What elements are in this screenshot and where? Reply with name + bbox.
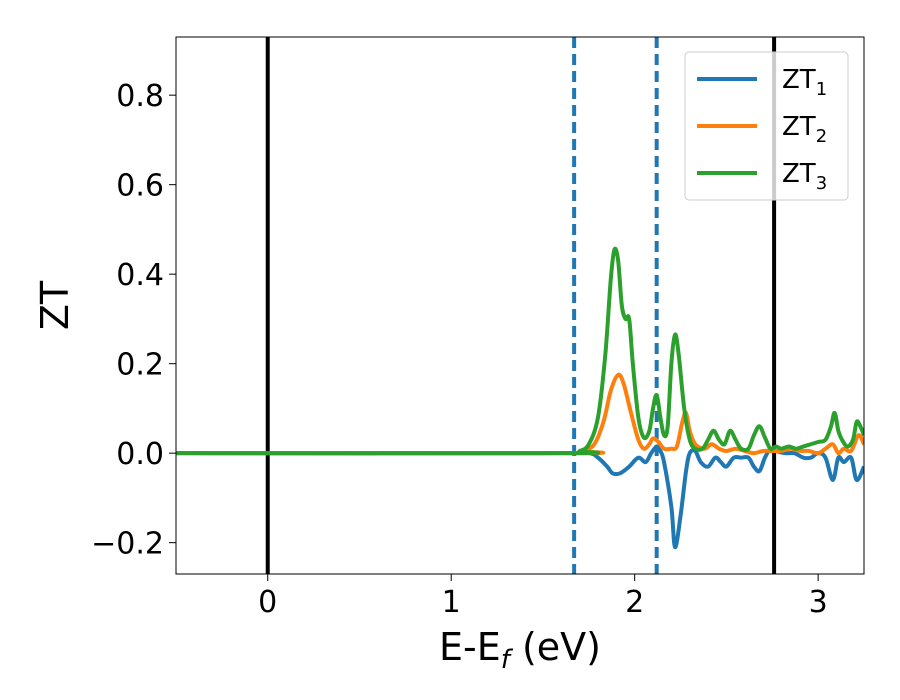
x-tick-label: 1 xyxy=(442,585,461,620)
series-line-zt1 xyxy=(176,444,864,550)
series-line-zt3 xyxy=(176,246,864,456)
legend-label-zt2: ZT2 xyxy=(782,112,827,147)
y-tick-label: 0.2 xyxy=(116,348,164,383)
y-tick-label: 0.4 xyxy=(116,258,164,293)
series-layer xyxy=(176,246,864,550)
x-axis-label: E-Ef (eV) xyxy=(439,625,601,675)
x-tick-label: 3 xyxy=(809,585,828,620)
legend-label-zt1: ZT1 xyxy=(782,65,827,100)
plot-border xyxy=(175,36,865,575)
legend-box xyxy=(684,51,849,201)
y-tick-label: 0.8 xyxy=(116,79,164,114)
x-axis-label-unit: (eV) xyxy=(510,625,601,669)
y-axis: −0.2 0.0 0.2 0.4 0.6 0.8 xyxy=(91,79,176,562)
x-axis-label-main: E-E xyxy=(439,625,501,669)
y-tick-label: 0.0 xyxy=(116,437,164,472)
y-tick-label: −0.2 xyxy=(91,527,164,562)
x-tick-label: 0 xyxy=(258,585,277,620)
x-axis: 0 1 2 3 xyxy=(258,574,828,620)
legend: ZT1 ZT2 ZT3 xyxy=(684,51,849,201)
y-tick-label: 0.6 xyxy=(116,169,164,204)
y-axis-label: ZT xyxy=(33,280,77,330)
x-tick-label: 2 xyxy=(625,585,644,620)
series-line-zt2 xyxy=(176,372,864,456)
legend-label-zt3: ZT3 xyxy=(782,159,827,194)
